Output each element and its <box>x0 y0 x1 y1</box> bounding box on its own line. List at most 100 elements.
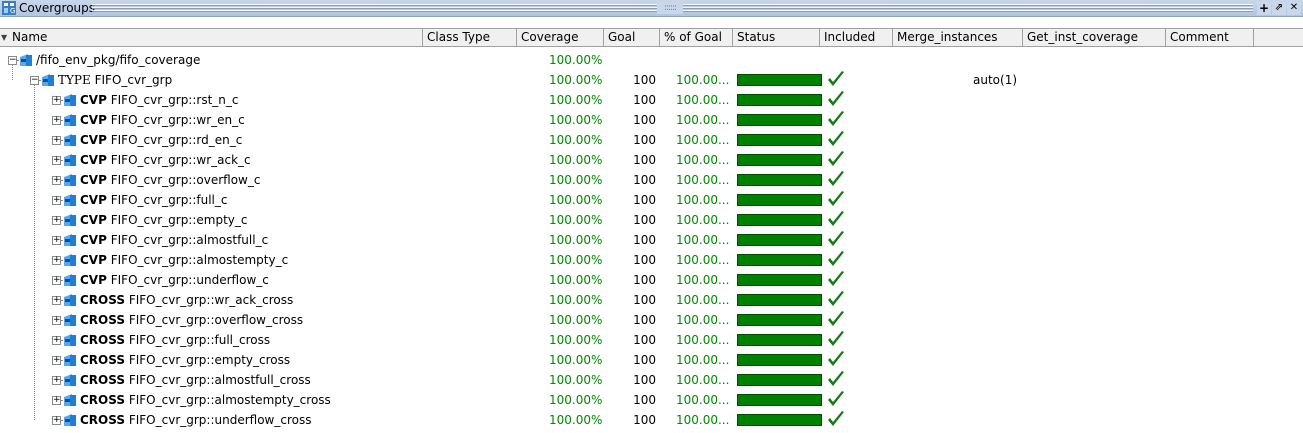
coverage-value: 100.00% <box>549 233 603 247</box>
coverage-value: 100.00% <box>549 113 603 127</box>
tree-row[interactable]: + CVP FIFO_cvr_grp::wr_ack_c 100.00% 100 100… <box>0 150 1303 170</box>
tree-connector <box>61 360 65 361</box>
expand-toggle-icon[interactable]: + <box>52 255 61 265</box>
tree-connector <box>61 280 65 281</box>
expand-toggle-icon[interactable]: + <box>52 175 61 185</box>
expand-toggle-icon[interactable]: + <box>52 295 61 305</box>
node-kind-label: CVP <box>80 233 107 247</box>
node-name: CVP FIFO_cvr_grp::overflow_c <box>80 172 260 188</box>
close-button[interactable]: ✕ <box>1287 1 1301 15</box>
coverage-value: 100.00% <box>549 173 603 187</box>
expand-toggle-icon[interactable]: + <box>52 155 61 165</box>
tree-row[interactable]: + CVP FIFO_cvr_grp::overflow_c 100.00% 100 1… <box>0 170 1303 190</box>
covergroup-node-icon <box>64 334 76 346</box>
node-name: TYPE FIFO_cvr_grp <box>58 72 172 88</box>
add-button[interactable]: + <box>1257 1 1271 15</box>
tree-row[interactable]: − /fifo_env_pkg/fifo_coverage 100.00% <box>0 50 1303 70</box>
coverage-value: 100.00% <box>549 213 603 227</box>
covergroup-node-icon <box>64 214 76 226</box>
tree-row[interactable]: + CVP FIFO_cvr_grp::rst_n_c 100.00% 100 100.… <box>0 90 1303 110</box>
status-bar <box>737 414 822 426</box>
covergroup-node-icon <box>42 74 54 86</box>
tree-row[interactable]: + CVP FIFO_cvr_grp::empty_c 100.00% 100 100.… <box>0 210 1303 230</box>
tree-row[interactable]: − TYPE FIFO_cvr_grp 100.00% 100 100.00... aut… <box>0 70 1303 90</box>
checkmark-icon <box>828 131 844 146</box>
node-kind-label: CROSS <box>80 313 125 327</box>
tree-row[interactable]: + CROSS FIFO_cvr_grp::almostempty_cross 10… <box>0 390 1303 410</box>
checkmark-icon <box>828 371 844 386</box>
tree-row[interactable]: + CROSS FIFO_cvr_grp::underflow_cross 100.… <box>0 410 1303 430</box>
tree-row[interactable]: + CROSS FIFO_cvr_grp::wr_ack_cross 100.00%… <box>0 290 1303 310</box>
status-bar <box>737 274 822 286</box>
node-kind-label: CVP <box>80 253 107 267</box>
expand-toggle-icon[interactable]: + <box>52 355 61 365</box>
tree-row[interactable]: + CROSS FIFO_cvr_grp::almostfull_cross 100… <box>0 370 1303 390</box>
expand-toggle-icon[interactable]: + <box>52 395 61 405</box>
expand-toggle-icon[interactable]: + <box>52 275 61 285</box>
expand-toggle-icon[interactable]: + <box>52 415 61 425</box>
covergroup-node-icon <box>64 174 76 186</box>
column-header-class-type[interactable]: Class Type <box>423 29 517 46</box>
expand-toggle-icon[interactable]: + <box>52 315 61 325</box>
expand-toggle-icon[interactable]: + <box>52 115 61 125</box>
node-name: CROSS FIFO_cvr_grp::wr_ack_cross <box>80 292 293 308</box>
column-header-goal[interactable]: Goal <box>604 29 660 46</box>
collapse-toggle-icon[interactable]: − <box>30 75 39 85</box>
covergroup-node-icon <box>64 254 76 266</box>
column-header-status[interactable]: Status <box>733 29 820 46</box>
node-kind-label: CROSS <box>80 413 125 427</box>
tree-row[interactable]: + CROSS FIFO_cvr_grp::empty_cross 100.00% 1… <box>0 350 1303 370</box>
tree-connector <box>61 420 65 421</box>
tree-row[interactable]: + CROSS FIFO_cvr_grp::full_cross 100.00% 10… <box>0 330 1303 350</box>
coverage-value: 100.00% <box>549 193 603 207</box>
expand-toggle-icon[interactable]: + <box>52 335 61 345</box>
checkmark-icon <box>828 191 844 206</box>
tree-row[interactable]: + CVP FIFO_cvr_grp::almostempty_c 100.00% 1… <box>0 250 1303 270</box>
goal-value: 100 <box>633 273 656 287</box>
expand-toggle-icon[interactable]: + <box>52 235 61 245</box>
node-kind-label: CROSS <box>80 353 125 367</box>
expand-toggle-icon[interactable]: + <box>52 195 61 205</box>
node-name: CVP FIFO_cvr_grp::empty_c <box>80 212 248 228</box>
tree-connector <box>61 320 65 321</box>
tree-row[interactable]: + CVP FIFO_cvr_grp::full_c 100.00% 100 100.0… <box>0 190 1303 210</box>
tree-connector <box>61 240 65 241</box>
checkmark-icon <box>828 211 844 226</box>
collapse-toggle-icon[interactable]: − <box>8 55 17 65</box>
node-path: FIFO_cvr_grp::wr_en_c <box>110 113 245 127</box>
window-titlebar[interactable]: G Covergroups :::::: + ⇗ ✕ <box>0 0 1303 17</box>
grip-handle[interactable]: :::::: <box>657 2 683 14</box>
expand-toggle-icon[interactable]: + <box>52 135 61 145</box>
tree-row[interactable]: + CVP FIFO_cvr_grp::underflow_c 100.00% 100… <box>0 270 1303 290</box>
status-bar <box>737 234 822 246</box>
tree-row[interactable]: + CVP FIFO_cvr_grp::rd_en_c 100.00% 100 100.… <box>0 130 1303 150</box>
coverage-value: 100.00% <box>549 153 603 167</box>
expand-toggle-icon[interactable]: + <box>52 95 61 105</box>
tree-connector <box>61 300 65 301</box>
column-header-merge-instances[interactable]: Merge_instances <box>893 29 1023 46</box>
column-header-included[interactable]: Included <box>820 29 893 46</box>
node-name: CROSS FIFO_cvr_grp::underflow_cross <box>80 412 311 428</box>
column-header-get-inst-coverage[interactable]: Get_inst_coverage <box>1023 29 1166 46</box>
column-header-comment[interactable]: Comment <box>1166 29 1254 46</box>
tree-connector <box>61 260 65 261</box>
tree-row[interactable]: + CVP FIFO_cvr_grp::almostfull_c 100.00% 10… <box>0 230 1303 250</box>
percent-of-goal-value: 100.00... <box>676 193 730 207</box>
tree-row[interactable]: + CVP FIFO_cvr_grp::wr_en_c 100.00% 100 100.… <box>0 110 1303 130</box>
node-name: CROSS FIFO_cvr_grp::almostempty_cross <box>80 392 331 408</box>
merge-instances-value: auto(1) <box>973 73 1018 87</box>
column-header-coverage[interactable]: Coverage <box>517 29 604 46</box>
column-header-name[interactable]: ▼ Name <box>0 29 423 46</box>
expand-toggle-icon[interactable]: + <box>52 375 61 385</box>
status-bar <box>737 74 822 86</box>
node-name: CVP FIFO_cvr_grp::wr_ack_c <box>80 152 251 168</box>
tree-row[interactable]: + CROSS FIFO_cvr_grp::overflow_cross 100.0… <box>0 310 1303 330</box>
undock-button[interactable]: ⇗ <box>1272 1 1286 15</box>
node-name: CVP FIFO_cvr_grp::rst_n_c <box>80 92 239 108</box>
column-header-pct-goal[interactable]: % of Goal <box>660 29 733 46</box>
expand-toggle-icon[interactable]: + <box>52 215 61 225</box>
tree-connector <box>12 60 13 80</box>
percent-of-goal-value: 100.00... <box>676 333 730 347</box>
covergroup-node-icon <box>64 274 76 286</box>
node-path: FIFO_cvr_grp::rd_en_c <box>110 133 243 147</box>
